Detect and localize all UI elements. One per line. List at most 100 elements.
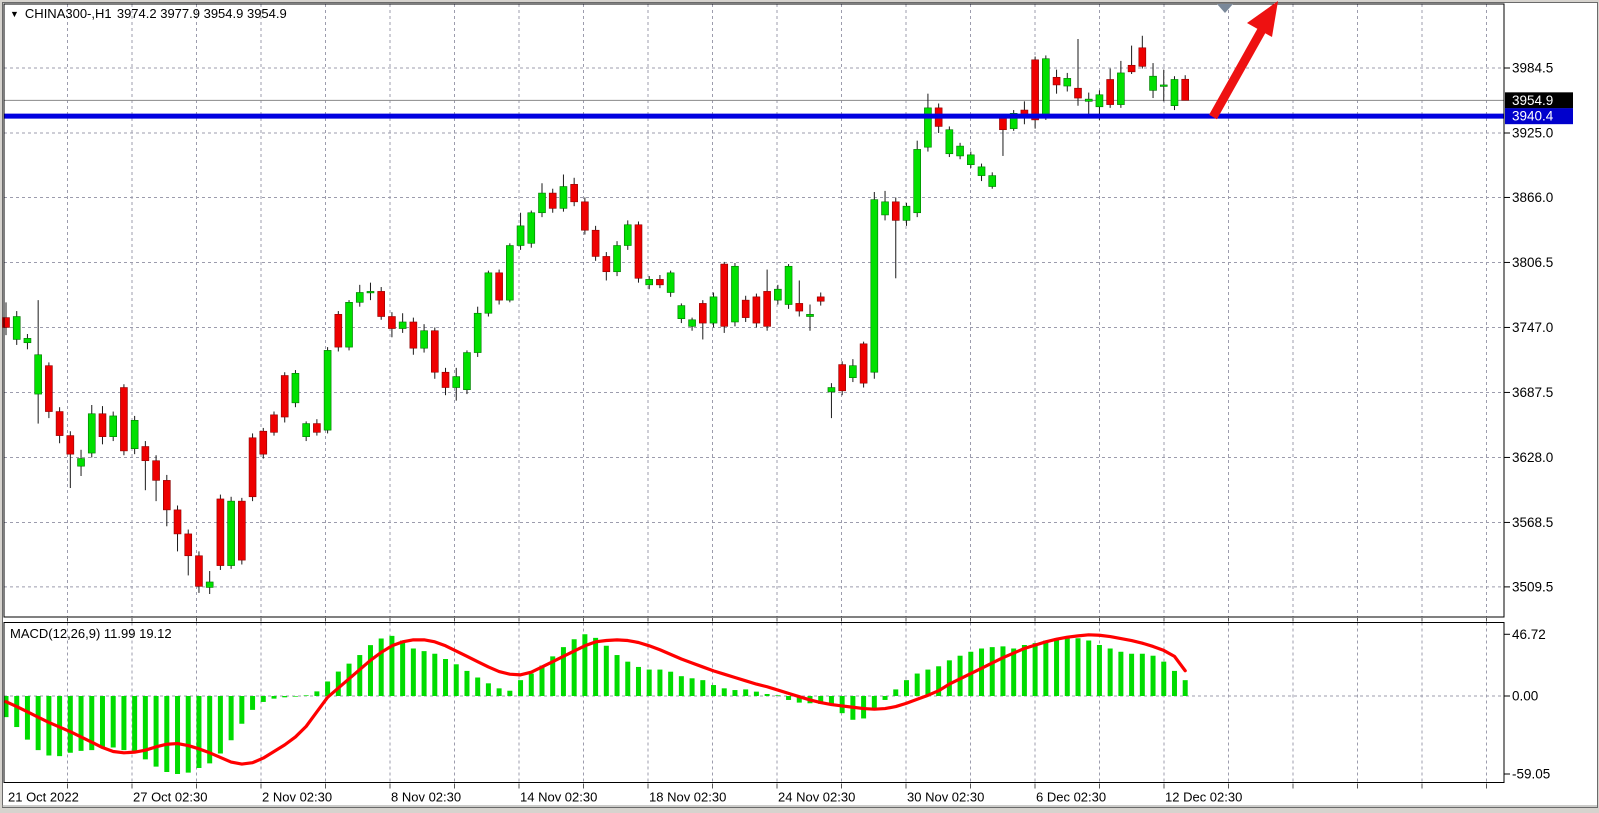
candle-body <box>645 279 654 286</box>
candle-body <box>45 365 53 412</box>
candle-body <box>548 192 557 209</box>
time-axis-label: 27 Oct 02:30 <box>133 790 207 805</box>
candle-body <box>1031 59 1039 121</box>
candle-body <box>763 291 771 327</box>
candle-body <box>430 330 439 373</box>
candle-body <box>141 446 150 462</box>
price-axis-label: 3509.5 <box>1512 579 1553 594</box>
candle-body <box>398 321 407 329</box>
candle-body <box>881 201 889 216</box>
macd-axis-label: 0.00 <box>1512 689 1538 704</box>
candle-body <box>1138 47 1147 67</box>
candle-body <box>152 460 160 481</box>
candle-body <box>77 458 85 467</box>
symbol-dropdown-icon[interactable]: ▼ <box>10 9 19 19</box>
time-axis-label: 18 Nov 02:30 <box>649 790 726 805</box>
candle-body <box>313 423 321 433</box>
time-axis-label: 12 Dec 02:30 <box>1165 790 1242 805</box>
candle-body <box>205 581 214 588</box>
time-axis-label: 30 Nov 02:30 <box>907 790 984 805</box>
candle-body <box>1149 75 1157 91</box>
candle-body <box>1117 72 1125 105</box>
axis-ticks <box>67 618 1487 789</box>
candle-body <box>216 498 225 566</box>
candle-body <box>1042 58 1050 116</box>
macd-axis-label: -59.05 <box>1512 767 1550 782</box>
candle-body <box>109 415 117 437</box>
candle-body <box>345 302 353 348</box>
candle-body <box>495 272 503 301</box>
candle-body <box>55 411 64 436</box>
candle-body <box>23 338 32 344</box>
candle-body <box>1063 78 1072 87</box>
candle-body <box>291 373 300 404</box>
candle-body <box>323 350 332 431</box>
last-price-label <box>1505 92 1573 109</box>
price-axis-label: 3687.5 <box>1512 385 1553 400</box>
candle-body <box>956 145 964 157</box>
ohlc-readout: 3974.2 3977.9 3954.9 3954.9 <box>116 6 287 21</box>
candle-body <box>752 296 761 324</box>
time-axis-label: 2 Nov 02:30 <box>262 790 332 805</box>
candle-body <box>87 413 96 454</box>
candle-body <box>677 305 686 320</box>
candle-body <box>441 371 450 388</box>
candle-body <box>1052 76 1061 86</box>
candle-body <box>795 303 804 312</box>
hline-price-label <box>1505 108 1573 125</box>
price-axis-label: 3866.0 <box>1512 190 1553 205</box>
candle-body <box>656 279 664 286</box>
candle-body <box>966 154 975 165</box>
trend-arrow-object[interactable] <box>1209 1 1278 120</box>
candle-body <box>12 316 21 340</box>
candle-body <box>280 375 289 418</box>
candle-body <box>163 480 171 511</box>
price-axis-label: 3628.0 <box>1512 450 1553 465</box>
candle-body <box>570 184 578 203</box>
time-axis[interactable]: 21 Oct 2022 27 Oct 02:30 2 Nov 02:30 8 Nov … <box>8 790 1242 805</box>
trend-arrow-shaft <box>1209 25 1267 120</box>
candle-body <box>1095 94 1104 108</box>
candle-body <box>913 149 922 214</box>
macd-axis-label: 46.72 <box>1512 627 1546 642</box>
price-axis-label: 3925.0 <box>1512 125 1553 140</box>
candle-body <box>120 387 128 452</box>
time-axis-label: 8 Nov 02:30 <box>391 790 461 805</box>
candle-body <box>195 555 203 587</box>
candle-body <box>227 500 235 566</box>
candle-body <box>720 263 729 327</box>
price-axis-label: 3568.5 <box>1512 515 1553 530</box>
main-chart-border <box>3 3 1505 618</box>
candle-body <box>302 423 310 437</box>
candle-body <box>784 265 793 305</box>
candle-body <box>1074 87 1082 99</box>
candle-body <box>666 272 675 293</box>
candle-body <box>527 212 536 244</box>
candle-body <box>891 201 900 221</box>
candle-body <box>355 292 364 303</box>
candle-body <box>602 256 611 273</box>
candle-body <box>270 414 278 433</box>
candle-body <box>613 245 621 273</box>
price-axis[interactable]: 3984.5 3925.0 3866.0 3806.5 3747.0 3687.5 3628… <box>1504 61 1573 782</box>
symbol-period-label: CHINA300-,H1 <box>24 6 112 21</box>
candle-body <box>34 354 42 395</box>
candle-body <box>1106 79 1114 105</box>
candle-body <box>988 175 997 187</box>
candle-body <box>506 245 514 301</box>
candle-body <box>473 312 482 353</box>
candle-body <box>924 107 932 148</box>
candle-body <box>366 291 375 294</box>
candle-body <box>741 299 750 318</box>
candle-body <box>238 500 246 561</box>
candle-body <box>1009 113 1018 129</box>
candle-body <box>463 352 471 391</box>
price-axis-label: 3984.5 <box>1512 61 1553 76</box>
candle-body <box>816 296 825 302</box>
time-axis-label: 6 Dec 02:30 <box>1036 790 1106 805</box>
time-axis-label: 24 Nov 02:30 <box>778 790 855 805</box>
grid-layer <box>4 4 1504 783</box>
symbol-marker-triangle-icon[interactable] <box>1217 4 1233 13</box>
